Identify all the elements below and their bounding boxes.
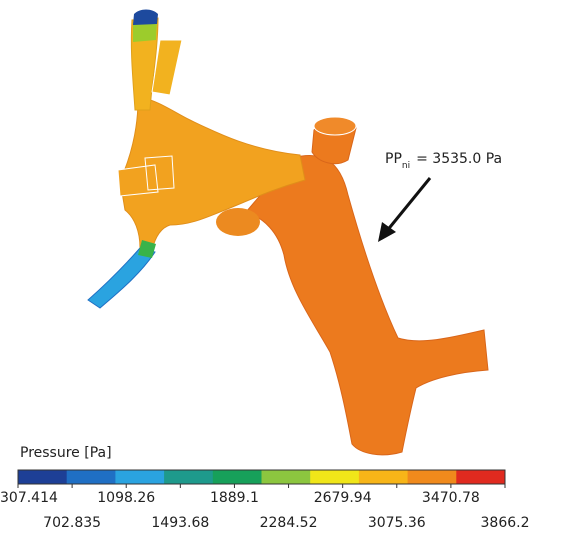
tick-label: 1889.1 xyxy=(210,490,259,506)
figure: PPni = 3535.0 Pa Pressure [Pa] 307.414 702… xyxy=(0,0,566,539)
colorbar-segment xyxy=(115,470,164,484)
tick-label: 307.414 xyxy=(0,490,58,506)
colorbar-segment xyxy=(310,470,359,484)
annotation-label: PPni = 3535.0 Pa xyxy=(385,151,502,171)
colorbar-segment xyxy=(67,470,116,484)
tick-label: 3866.2 xyxy=(481,515,530,531)
tick-label: 1493.68 xyxy=(151,515,209,531)
tick-label: 702.835 xyxy=(43,515,101,531)
arrow-shaft xyxy=(386,178,430,232)
vessel-model xyxy=(88,10,488,455)
top-opening xyxy=(314,117,356,135)
tick-label: 3075.36 xyxy=(368,515,426,531)
annotation-subscript: ni xyxy=(402,161,410,171)
main-vessel xyxy=(246,155,488,454)
colorbar: 307.414 702.835 1098.26 1493.681889.12284.5… xyxy=(0,470,530,531)
colorbar-title: Pressure [Pa] xyxy=(20,445,112,461)
annotation: PPni = 3535.0 Pa xyxy=(378,151,502,242)
tick-label: 3470.78 xyxy=(422,490,480,506)
annotation-symbol: PP xyxy=(385,151,402,167)
upper-branch-tip xyxy=(133,10,158,26)
colorbar-segment xyxy=(408,470,457,484)
colorbar-segment xyxy=(213,470,262,484)
bulge xyxy=(216,208,260,236)
annotation-value: = 3535.0 Pa xyxy=(416,151,502,167)
tick-label: 2284.52 xyxy=(260,515,318,531)
tick-label: 1098.26 xyxy=(97,490,155,506)
colorbar-segment xyxy=(359,470,408,484)
colorbar-segment xyxy=(456,470,505,484)
colorbar-segment xyxy=(164,470,213,484)
lower-branch xyxy=(88,248,155,308)
tick-label: 2679.94 xyxy=(314,490,372,506)
colorbar-segment xyxy=(18,470,67,484)
colorbar-segment xyxy=(262,470,311,484)
